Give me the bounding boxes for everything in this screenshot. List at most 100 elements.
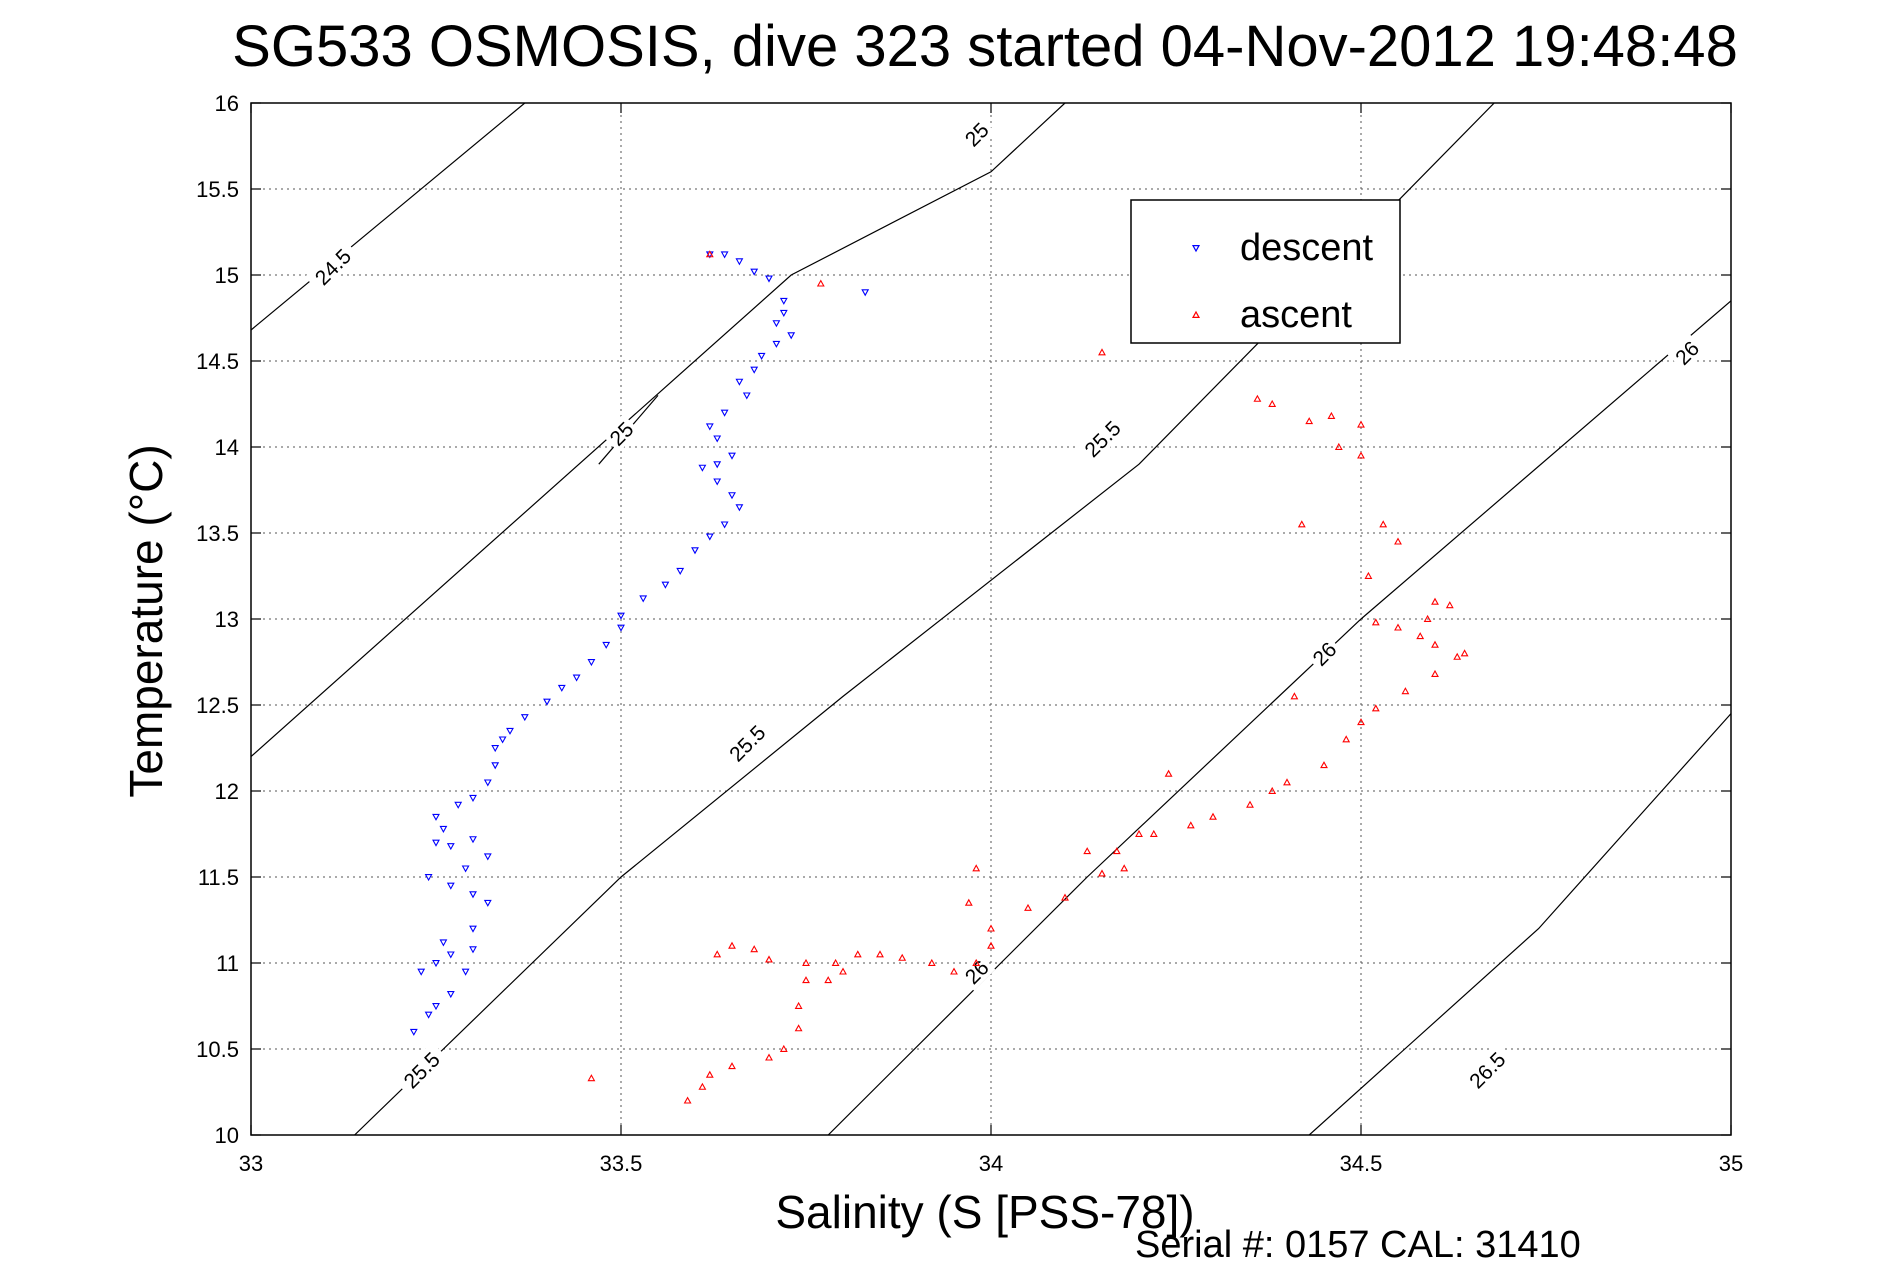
ascent-point <box>1431 669 1439 677</box>
ascent-point <box>1253 394 1262 402</box>
y-tick-label: 12 <box>215 779 239 804</box>
x-axis-label: Salinity (S [PSS-78]) <box>775 1186 1194 1238</box>
y-tick-label: 13.5 <box>196 521 239 546</box>
descent-point <box>446 951 455 959</box>
descent-point <box>720 251 729 259</box>
descent-point <box>506 727 514 735</box>
ascent-point <box>1445 601 1454 609</box>
ascent-point <box>987 941 995 949</box>
density-contours <box>251 103 1731 1135</box>
legend-marker-descent <box>1191 245 1201 253</box>
ascent-point <box>1357 451 1365 459</box>
y-tick-label: 11 <box>216 951 239 976</box>
descent-point <box>735 378 744 386</box>
descent-point <box>720 409 729 417</box>
ascent-point <box>1083 847 1092 855</box>
descent-point <box>446 843 455 851</box>
descent-point <box>735 258 744 266</box>
descent-point <box>432 1003 440 1011</box>
contour-label: 24.5 <box>304 238 360 294</box>
descent-point <box>409 1028 418 1036</box>
ascent-point <box>1327 411 1336 419</box>
descent-point <box>705 533 714 541</box>
descent-point <box>469 946 477 954</box>
ascent-point <box>1186 821 1195 829</box>
legend-label-ascent: ascent <box>1240 294 1352 336</box>
x-tick-label: 35 <box>1719 1151 1743 1176</box>
descent-point <box>454 801 463 809</box>
x-tick-label: 34.5 <box>1340 1151 1383 1176</box>
descent-point <box>765 275 773 283</box>
descent-point <box>691 547 699 555</box>
descent-point <box>424 1011 433 1019</box>
y-tick-label: 11.5 <box>198 865 239 890</box>
ascent-point <box>1364 571 1373 579</box>
ascent-point <box>1135 829 1143 837</box>
svg-text:26: 26 <box>1309 638 1342 671</box>
ascent-point <box>1357 718 1365 726</box>
descent-point <box>772 340 781 348</box>
x-tick-label: 34 <box>979 1151 1003 1176</box>
ascent-point <box>1453 652 1462 660</box>
ascent-point <box>779 1044 788 1052</box>
ascent-point <box>802 976 810 984</box>
ascent-point <box>1401 687 1410 695</box>
descent-point <box>520 714 529 722</box>
ascent-point <box>802 958 810 966</box>
ascent-point <box>1320 761 1328 769</box>
chart-title: SG533 OSMOSIS, dive 323 started 04-Nov-2… <box>232 14 1738 79</box>
descent-point <box>491 762 500 770</box>
ascent-point <box>1394 623 1402 631</box>
ascent-point <box>1283 778 1291 786</box>
descent-point <box>705 423 714 431</box>
descent-point <box>713 461 722 469</box>
y-tick-label: 14.5 <box>196 349 239 374</box>
density-contour-line <box>827 300 1731 1135</box>
ascent-point <box>1290 692 1299 700</box>
descent-point <box>713 478 722 486</box>
descent-point <box>483 853 492 861</box>
ascent-point <box>1416 632 1425 640</box>
ascent-point <box>853 950 862 958</box>
density-contour-line <box>251 103 526 331</box>
descent-point <box>713 435 722 443</box>
descent-point <box>720 521 729 529</box>
ascent-point <box>728 1062 736 1070</box>
descent-point <box>861 289 870 297</box>
ascent-point <box>1120 864 1129 872</box>
ascent-point <box>876 950 884 958</box>
descent-point <box>757 352 766 360</box>
ascent-point <box>683 1096 692 1104</box>
ascent-point <box>1246 800 1254 808</box>
ascent-point <box>831 958 840 966</box>
descent-point <box>639 595 648 603</box>
descent-point <box>602 641 611 649</box>
ascent-point <box>950 967 958 975</box>
descent-point <box>587 659 596 667</box>
ascent-point <box>705 1070 714 1078</box>
ascent-point <box>794 1024 803 1032</box>
density-contour-line <box>354 103 1495 1135</box>
descent-point <box>469 836 477 844</box>
ascent-point <box>794 1001 803 1009</box>
footer-serial-cal: Serial #: 0157 CAL: 31410 <box>1135 1224 1581 1262</box>
descent-point <box>742 392 751 400</box>
ascent-point <box>1342 735 1351 743</box>
data-points <box>409 250 1469 1104</box>
ascent-point <box>927 958 936 966</box>
ascent-point <box>1379 520 1388 528</box>
descent-point <box>469 794 477 803</box>
descent-point <box>698 464 707 472</box>
ascent-point <box>1460 649 1469 657</box>
descent-point <box>483 899 492 907</box>
descent-point <box>750 366 759 374</box>
descent-point <box>728 452 736 460</box>
descent-point <box>417 968 426 976</box>
contour-label: 25.5 <box>719 715 775 771</box>
y-tick-label: 16 <box>215 91 239 116</box>
ascent-point <box>972 958 981 966</box>
ascent-point <box>839 967 847 975</box>
descent-point <box>461 968 470 976</box>
descent-point <box>446 882 455 890</box>
descent-point <box>491 745 500 753</box>
